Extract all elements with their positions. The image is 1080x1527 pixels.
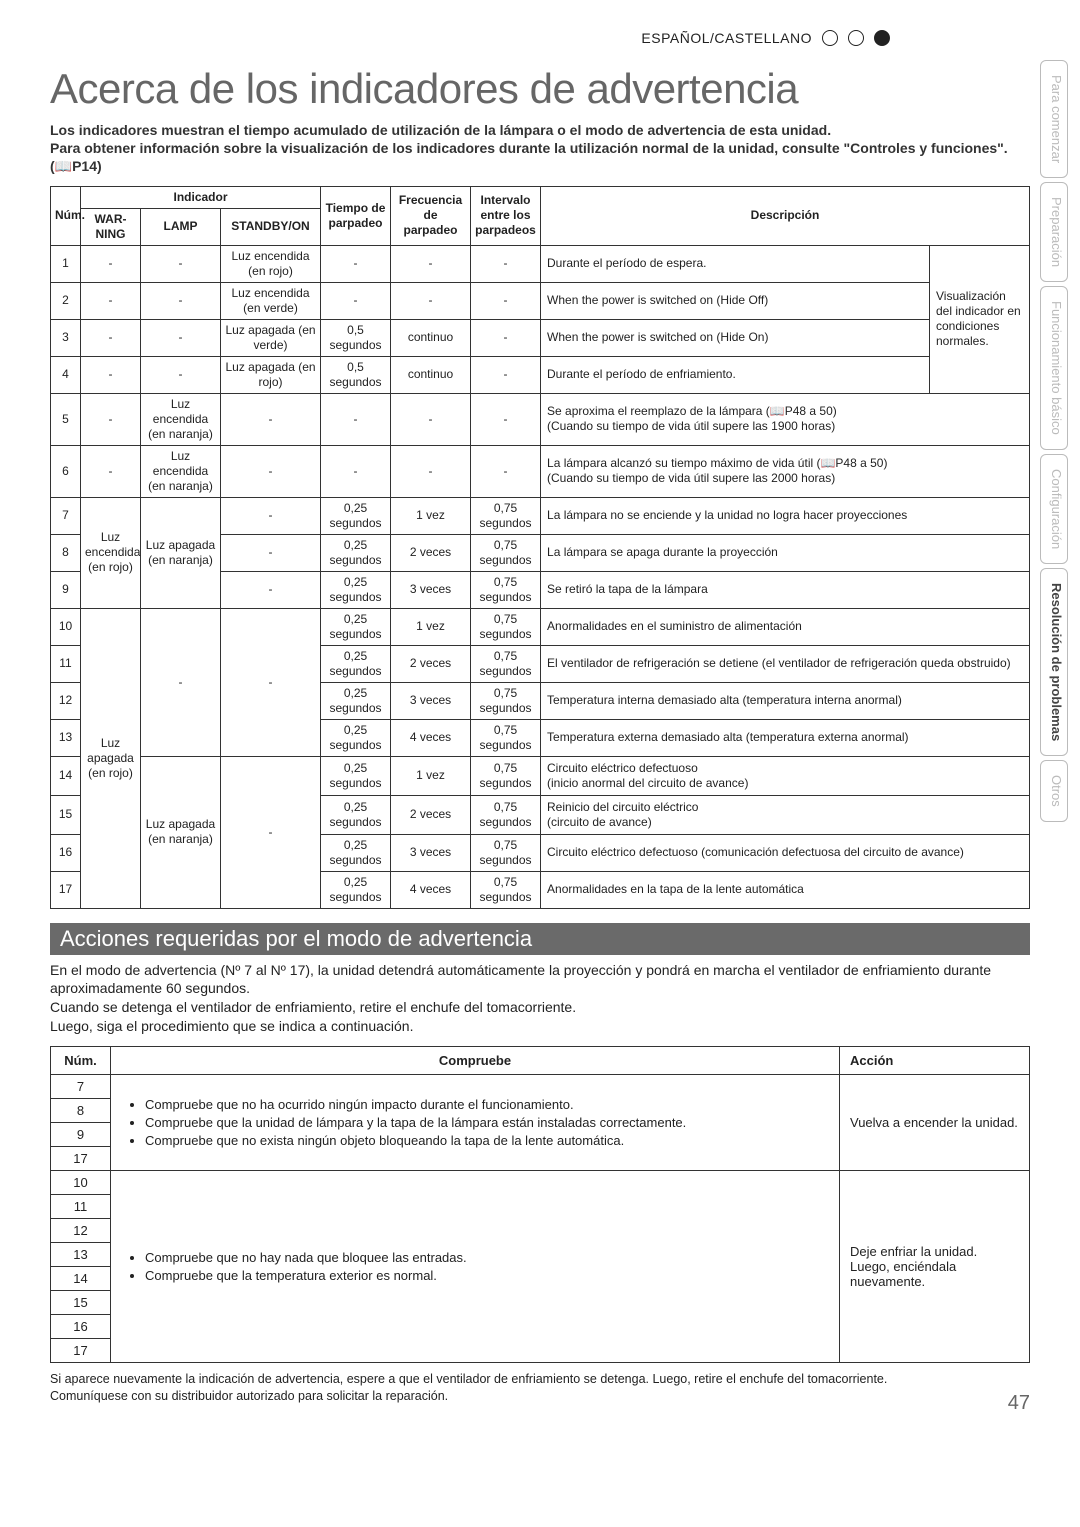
side-tabs: Para comenzar Preparación Funcionamiento… — [1040, 60, 1068, 1405]
table-row: 10 Luz apagada (en rojo) - - 0,25 segund… — [51, 608, 1030, 645]
th2-accion: Acción — [840, 1047, 1030, 1075]
warning-indicators-table: Núm. Indicador Tiempo de parpadeo Frecue… — [50, 186, 1030, 909]
lang-dot-2 — [848, 30, 864, 46]
th-descripcion: Descripción — [541, 186, 1030, 245]
section-header: Acciones requeridas por el modo de adver… — [50, 923, 1030, 955]
th-standby: STANDBY/ON — [221, 208, 321, 245]
table-row: 7 Compruebe que no ha ocurrido ningún im… — [51, 1075, 1030, 1099]
tab-otros[interactable]: Otros — [1040, 760, 1068, 822]
intro-text: Los indicadores muestran el tiempo acumu… — [50, 121, 1030, 176]
table-row: 3-- Luz apagada (en verde)0,5 segundosco… — [51, 319, 1030, 356]
language-label: ESPAÑOL/CASTELLANO — [641, 30, 812, 46]
table-row: 10 Compruebe que no hay nada que bloquee… — [51, 1171, 1030, 1195]
actions-table: Núm. Compruebe Acción 7 Compruebe que no… — [50, 1046, 1030, 1363]
th-intervalo: Intervalo entre los parpadeos — [471, 186, 541, 245]
tab-preparacion[interactable]: Preparación — [1040, 182, 1068, 282]
tab-funcionamiento[interactable]: Funcionamiento básico — [1040, 286, 1068, 450]
tab-para-comenzar[interactable]: Para comenzar — [1040, 60, 1068, 178]
intro-line-1: Los indicadores muestran el tiempo acumu… — [50, 122, 831, 138]
lang-dot-1 — [822, 30, 838, 46]
th-lamp: LAMP — [141, 208, 221, 245]
tab-configuracion[interactable]: Configuración — [1040, 454, 1068, 564]
section-text: En el modo de advertencia (Nº 7 al Nº 17… — [50, 961, 1030, 1037]
table-row: 4-- Luz apagada (en rojo)0,5 segundoscon… — [51, 356, 1030, 393]
th-tiempo: Tiempo de parpadeo — [321, 186, 391, 245]
check-list-2: Compruebe que no hay nada que bloquee la… — [111, 1171, 840, 1363]
table-row: 7 Luz encendida (en rojo) Luz apagada (e… — [51, 497, 1030, 534]
page-number: 47 — [1008, 1392, 1030, 1415]
th-indicador: Indicador — [81, 186, 321, 208]
th2-num: Núm. — [51, 1047, 111, 1075]
th-warning: WAR-NING — [81, 208, 141, 245]
table-row: 6-Luz encendida (en naranja) --- -La lám… — [51, 445, 1030, 497]
check-list-1: Compruebe que no ha ocurrido ningún impa… — [111, 1075, 840, 1171]
table-row: 1 - - Luz encendida (en rojo) - - - Dura… — [51, 245, 1030, 282]
table-row: 2-- Luz encendida (en verde)-- -When the… — [51, 282, 1030, 319]
lang-dot-3 — [874, 30, 890, 46]
table-row: 14 Luz apagada (en naranja) - 0,25 segun… — [51, 756, 1030, 795]
language-selector: ESPAÑOL/CASTELLANO — [641, 30, 890, 46]
footnote: Si aparece nuevamente la indicación de a… — [50, 1371, 1030, 1405]
th-frecuencia: Frecuencia de parpadeo — [391, 186, 471, 245]
th2-compruebe: Compruebe — [111, 1047, 840, 1075]
tab-resolucion[interactable]: Resolución de problemas — [1040, 568, 1068, 756]
th-num: Núm. — [51, 186, 81, 245]
table-row: 5-Luz encendida (en naranja) --- -Se apr… — [51, 393, 1030, 445]
page-title: Acerca de los indicadores de advertencia — [50, 65, 1030, 113]
intro-line-2: Para obtener información sobre la visual… — [50, 140, 1008, 174]
